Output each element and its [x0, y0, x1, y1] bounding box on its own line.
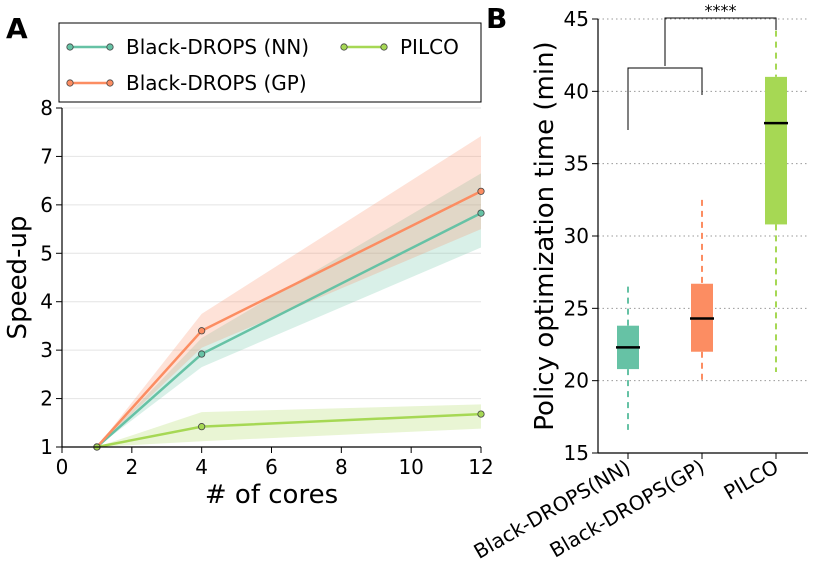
y-tick-label-6: 6 [40, 193, 53, 217]
y-axis-label-b: Policy optimization time (min) [530, 41, 560, 430]
bracket-nn-gp [627, 67, 703, 130]
data-point-black-drops-nn-2 [477, 209, 485, 217]
x-tick-label-6: 6 [265, 455, 278, 479]
x-tick-label-10: 10 [398, 455, 423, 479]
panel-letter-b: B [486, 2, 507, 35]
y-tick-label-1: 1 [40, 435, 53, 459]
confidence-band-black-drops-gp [96, 136, 482, 448]
x-tick-label-4: 4 [195, 455, 208, 479]
y-tick-label-b-45: 45 [564, 7, 589, 31]
legend-marker-black-drops-gp [66, 79, 74, 87]
box-pilco [765, 76, 787, 225]
y-tick-label-b-15: 15 [564, 441, 589, 465]
bracket-group-pilco [664, 17, 777, 66]
legend: Black-DROPS (NN) Black-DROPS (GP) PILCO [58, 22, 482, 103]
y-tick-label-2: 2 [40, 387, 53, 411]
x-tick-label-8: 8 [335, 455, 348, 479]
data-point-pilco-1 [198, 423, 206, 431]
significance-brackets: **** [627, 1, 777, 130]
legend-item-black-drops-nn: Black-DROPS (NN) [66, 35, 309, 59]
category-label-pilco: PILCO [720, 455, 783, 505]
legend-item-black-drops-gp: Black-DROPS (GP) [66, 71, 307, 95]
y-tick-label-7: 7 [40, 144, 53, 168]
x-tick-label-0: 0 [56, 455, 69, 479]
x-axis-label: # of cores [205, 480, 338, 510]
legend-box [58, 22, 482, 103]
data-point-black-drops-gp-2 [477, 187, 485, 195]
x-tick-label-2: 2 [125, 455, 138, 479]
data-point-black-drops-nn-1 [198, 350, 206, 358]
y-tick-label-b-25: 25 [564, 296, 589, 320]
legend-item-pilco: PILCO [340, 35, 459, 59]
legend-marker-end-black-drops-nn [106, 43, 114, 51]
legend-marker-end-pilco [380, 43, 388, 51]
y-tick-label-4: 4 [40, 290, 53, 314]
y-tick-label-b-40: 40 [564, 79, 589, 103]
y-tick-label-3: 3 [40, 338, 53, 362]
confidence-band-pilco [96, 404, 482, 447]
legend-label-pilco: PILCO [400, 35, 459, 59]
y-tick-label-8: 8 [40, 96, 53, 120]
data-point-black-drops-gp-1 [198, 327, 206, 335]
legend-label-black-drops-nn: Black-DROPS (NN) [126, 35, 309, 59]
significance-label: **** [705, 1, 737, 20]
y-axis-label: Speed-up [3, 216, 33, 340]
y-tick-label-b-20: 20 [564, 369, 589, 393]
panel-letter-a: A [6, 12, 28, 45]
legend-label-black-drops-gp: Black-DROPS (GP) [126, 71, 307, 95]
legend-marker-end-black-drops-gp [106, 79, 114, 87]
y-tick-label-b-30: 30 [564, 224, 589, 248]
data-point-pilco-2 [477, 410, 485, 418]
legend-marker-black-drops-nn [66, 43, 74, 51]
y-tick-label-b-35: 35 [564, 152, 589, 176]
y-tick-label-5: 5 [40, 241, 53, 265]
legend-marker-pilco [340, 43, 348, 51]
x-tick-label-12: 12 [468, 455, 493, 479]
